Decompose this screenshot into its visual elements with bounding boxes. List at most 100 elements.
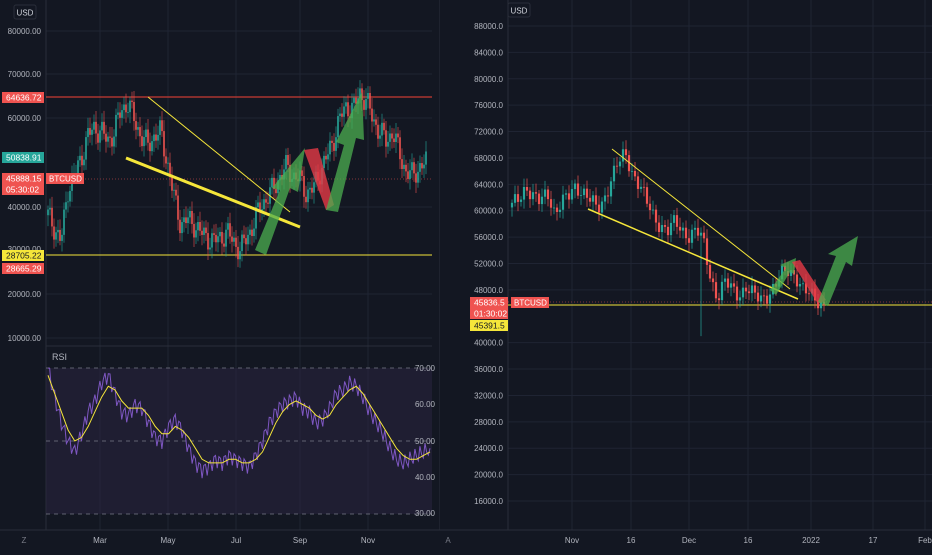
candle-body bbox=[201, 230, 203, 235]
right-x-tick: Nov bbox=[565, 536, 579, 545]
candle-body bbox=[139, 127, 141, 137]
candle-body bbox=[423, 164, 425, 169]
right-up-arrow-2[interactable] bbox=[818, 236, 858, 306]
candle-body bbox=[169, 162, 171, 178]
candle-body bbox=[600, 201, 604, 213]
candle-body bbox=[273, 177, 275, 190]
left-price-text: 28705.22 bbox=[6, 251, 42, 261]
candle-body bbox=[783, 265, 787, 272]
candle-body bbox=[555, 207, 559, 212]
candle-body bbox=[113, 136, 115, 147]
candle-body bbox=[303, 175, 305, 197]
candle-body bbox=[329, 140, 331, 155]
candle-body bbox=[675, 215, 679, 227]
right-y-axis[interactable]: 88000.0 84000.0 80000.0 76000.0 72000.0 68000… bbox=[474, 22, 503, 506]
candle-body bbox=[149, 142, 151, 152]
candle-body bbox=[819, 301, 823, 309]
left-price-text: 50838.91 bbox=[6, 153, 42, 163]
candle-body bbox=[711, 278, 715, 283]
candle-body bbox=[333, 142, 335, 151]
left-down-arrow[interactable] bbox=[304, 148, 334, 210]
right-descending-trendline[interactable] bbox=[611, 148, 791, 290]
candle-body bbox=[341, 113, 343, 117]
candle-body bbox=[267, 202, 269, 204]
candle-body bbox=[59, 229, 61, 241]
left-x-tick: Sep bbox=[293, 536, 308, 545]
descending-trendline[interactable] bbox=[147, 96, 291, 213]
candle-body bbox=[531, 192, 535, 200]
rsi-label: RSI bbox=[52, 352, 67, 362]
zoom-toggle-icon[interactable]: Z bbox=[22, 536, 27, 545]
candle-body bbox=[552, 207, 556, 209]
candle-body bbox=[305, 196, 307, 203]
candle-body bbox=[121, 110, 123, 118]
candle-body bbox=[345, 102, 347, 107]
candle-body bbox=[798, 283, 802, 287]
left-up-arrow-1[interactable] bbox=[255, 148, 305, 255]
candle-body bbox=[55, 232, 57, 240]
right-currency-box[interactable] bbox=[507, 2, 531, 18]
candle-body bbox=[636, 176, 640, 189]
candle-body bbox=[744, 287, 748, 292]
candle-body bbox=[795, 274, 799, 287]
right-lower-trendline[interactable] bbox=[587, 208, 799, 300]
candle-body bbox=[413, 162, 415, 174]
rsi-tick: 60.00 bbox=[415, 400, 436, 409]
candle-body bbox=[585, 188, 589, 198]
candle-body bbox=[237, 246, 239, 260]
candle-body bbox=[768, 294, 772, 304]
candle-body bbox=[395, 133, 397, 143]
candle-body bbox=[367, 93, 369, 99]
candle-body bbox=[173, 189, 175, 191]
candle-body bbox=[99, 130, 101, 143]
candle-body bbox=[187, 217, 189, 224]
candle-body bbox=[337, 116, 339, 138]
right-symbol-text: BTCUSD bbox=[514, 299, 547, 308]
candle-body bbox=[179, 219, 181, 234]
right-x-tick: Dec bbox=[682, 536, 696, 545]
candle-body bbox=[175, 189, 177, 196]
right-x-axis[interactable]: Nov 16 Dec 16 2022 17 Feb bbox=[565, 536, 932, 545]
candle-body bbox=[525, 186, 529, 191]
left-currency-box[interactable] bbox=[13, 4, 37, 20]
candle-body bbox=[167, 162, 169, 164]
right-x-tick: Feb bbox=[918, 536, 932, 545]
candle-body bbox=[129, 100, 131, 113]
right-y-tick: 88000.0 bbox=[474, 22, 503, 31]
right-chart-panel[interactable]: 88000.0 84000.0 80000.0 76000.0 72000.0 68000… bbox=[440, 0, 932, 550]
candle-body bbox=[133, 101, 135, 122]
candle-body bbox=[669, 222, 673, 236]
candle-body bbox=[690, 229, 694, 243]
candle-body bbox=[612, 165, 616, 182]
left-y-axis[interactable]: 80000.00 70000.00 60000.00 40000.00 20000.00… bbox=[8, 27, 42, 343]
candle-body bbox=[639, 186, 643, 189]
right-y-tick: 56000.0 bbox=[474, 233, 503, 242]
candle-body bbox=[243, 234, 245, 239]
right-y-tick: 52000.0 bbox=[474, 260, 503, 269]
right-up-arrow-1[interactable] bbox=[770, 258, 796, 295]
candle-body bbox=[215, 234, 217, 243]
candle-body bbox=[211, 233, 213, 248]
left-up-arrow-2[interactable] bbox=[326, 92, 364, 212]
candle-body bbox=[233, 237, 235, 242]
candle-body bbox=[633, 170, 637, 177]
left-x-axis[interactable]: Mar May Jul Sep Nov bbox=[93, 536, 375, 545]
candle-body bbox=[765, 295, 769, 304]
candle-body bbox=[159, 120, 161, 135]
candle-body bbox=[311, 187, 313, 193]
candle-body bbox=[271, 177, 273, 188]
left-chart-panel[interactable]: 80000.00 70000.00 60000.00 40000.00 20000.00… bbox=[0, 0, 436, 550]
rsi-axis[interactable]: 70.00 60.00 50.00 40.00 30.00 bbox=[415, 364, 436, 518]
candle-body bbox=[307, 189, 309, 203]
candle-body bbox=[645, 187, 649, 204]
candle-body bbox=[371, 108, 373, 122]
candle-body bbox=[335, 137, 337, 151]
candle-body bbox=[91, 129, 93, 135]
right-down-arrow[interactable] bbox=[792, 260, 826, 304]
candle-body bbox=[249, 229, 251, 235]
auto-scale-icon[interactable]: A bbox=[445, 536, 451, 545]
candle-body bbox=[648, 203, 652, 211]
candle-body bbox=[111, 137, 113, 147]
right-x-tick: 17 bbox=[869, 536, 878, 545]
candle-body bbox=[672, 215, 676, 223]
